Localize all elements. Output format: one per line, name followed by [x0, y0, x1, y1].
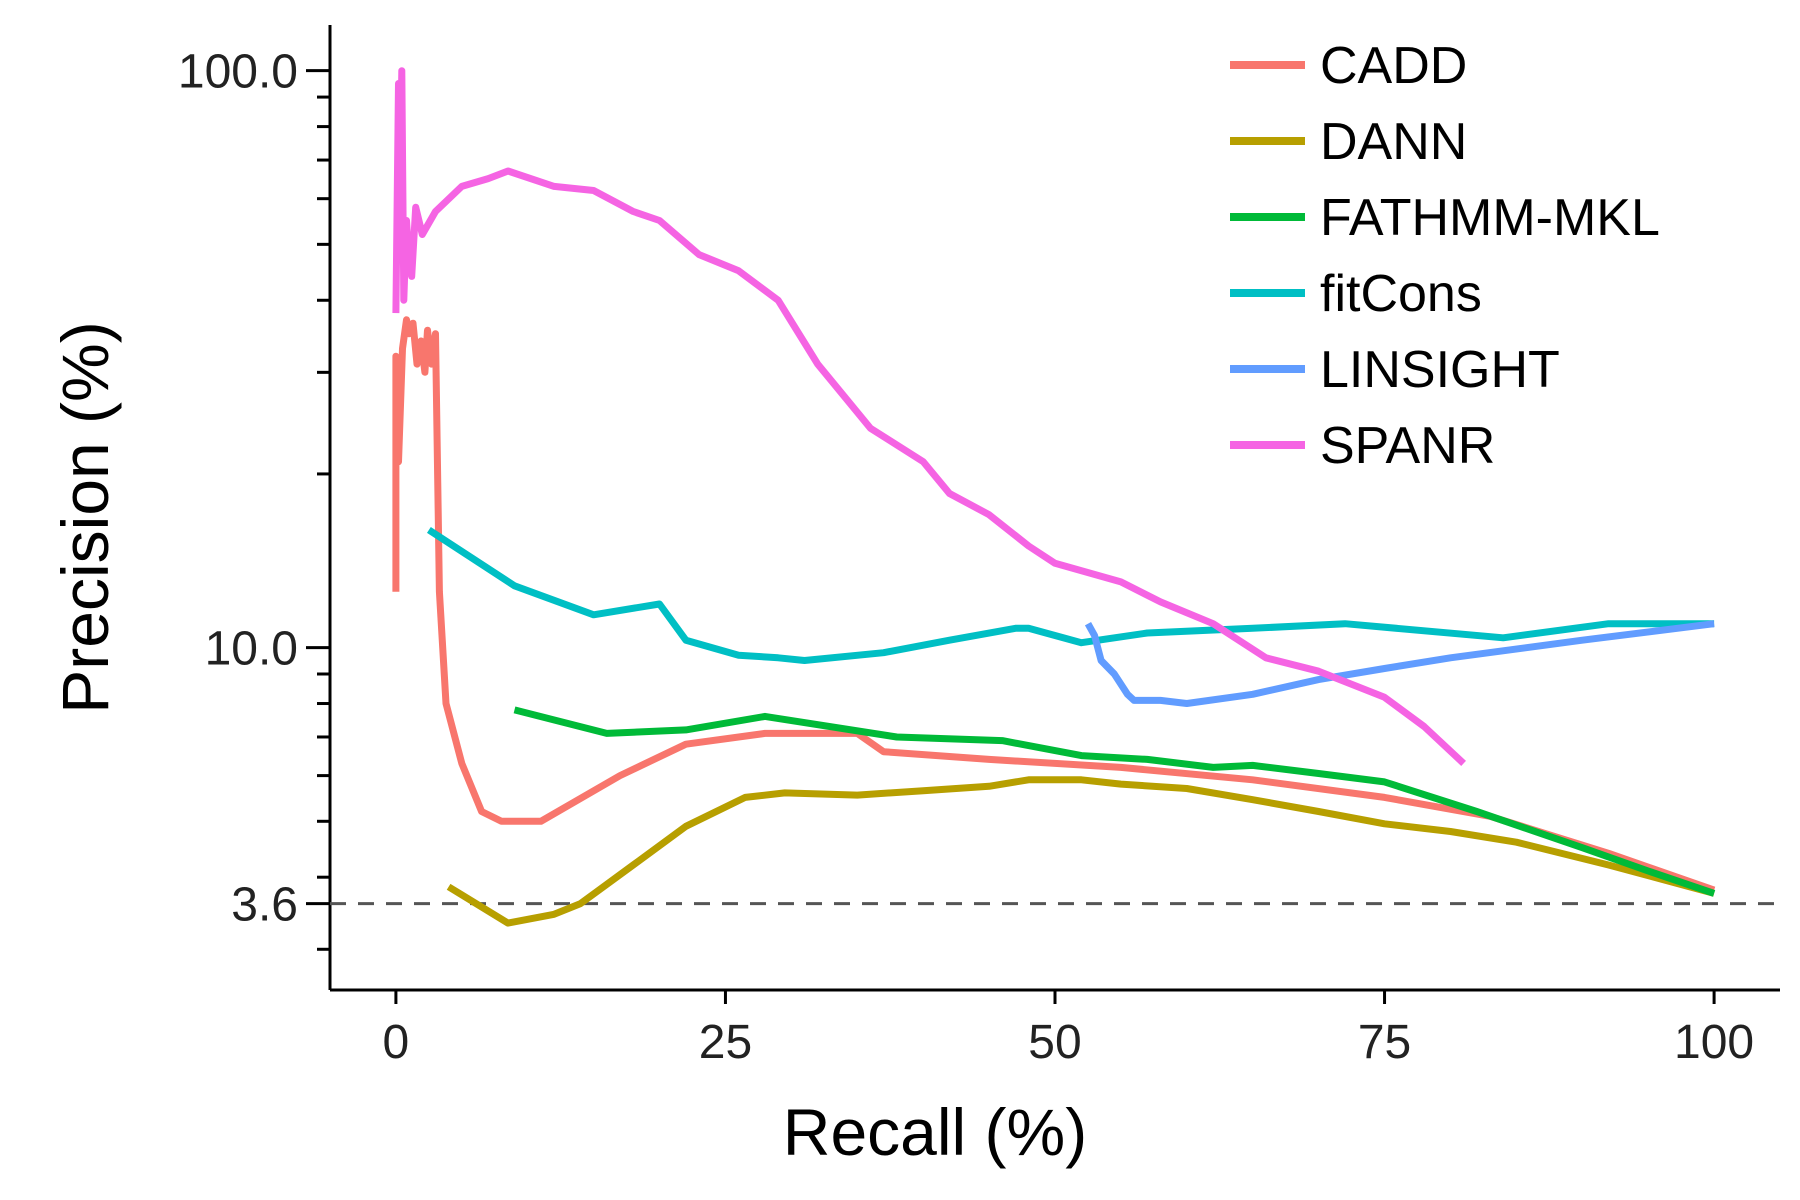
x-tick-label: 25 — [699, 1016, 752, 1069]
series-line-fathmm-mkl — [513, 706, 1716, 897]
series-line-dann — [446, 776, 1716, 927]
legend-label-dann: DANN — [1320, 113, 1467, 171]
y-tick-label: 100.0 — [178, 46, 298, 99]
legend: CADD DANN FATHMM-MKL fitCons LINSIGHT SPANR — [1230, 37, 1660, 475]
series-line-spanr — [392, 67, 1466, 766]
y-tick-label: 3.6 — [231, 879, 298, 932]
x-tick-label: 50 — [1028, 1016, 1081, 1069]
legend-label-linsight: LINSIGHT — [1320, 341, 1560, 399]
legend-label-cadd: CADD — [1320, 37, 1467, 95]
legend-label-spanr: SPANR — [1320, 417, 1495, 475]
y-axis-title: Precision (%) — [48, 321, 122, 713]
axis-titles: Recall (%) Precision (%) — [48, 321, 1087, 1169]
series-line-linsight — [1084, 620, 1715, 707]
axes: 0 25 50 75 100 3.6 10.0 100.0 — [178, 25, 1780, 1069]
series-line-cadd — [392, 316, 1716, 894]
x-tick-label: 0 — [383, 1016, 410, 1069]
x-tick-label: 100 — [1674, 1016, 1754, 1069]
series-lines — [392, 67, 1716, 927]
legend-label-fathmm-mkl: FATHMM-MKL — [1320, 189, 1660, 247]
legend-label-fitcons: fitCons — [1320, 265, 1482, 323]
x-axis-title: Recall (%) — [783, 1095, 1087, 1169]
x-tick-label: 75 — [1358, 1016, 1411, 1069]
y-tick-label: 10.0 — [205, 623, 298, 676]
series-line-fitcons — [426, 526, 1715, 664]
